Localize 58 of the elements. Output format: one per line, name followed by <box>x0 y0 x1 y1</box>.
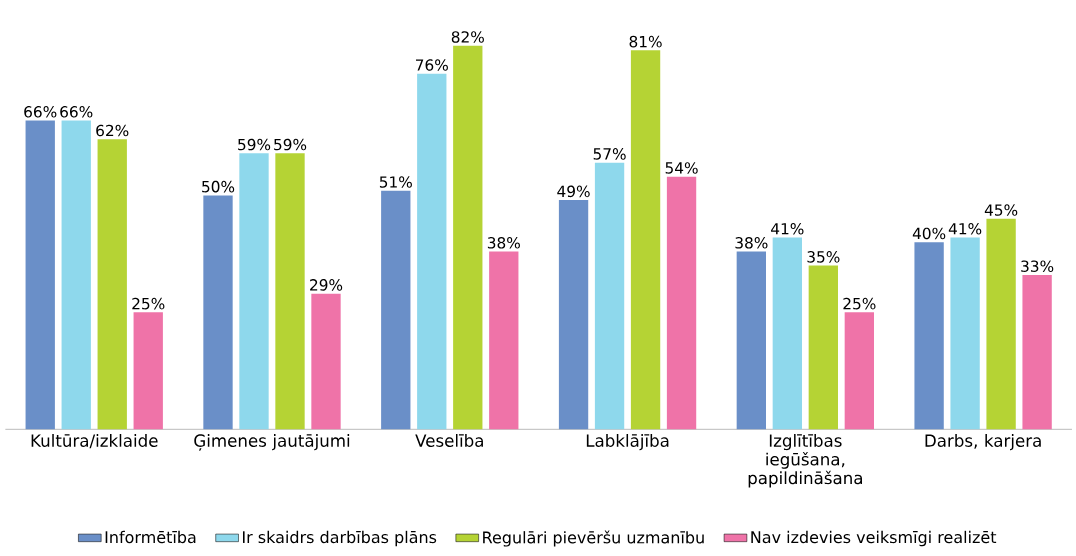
bar <box>558 200 589 430</box>
bar <box>133 312 163 430</box>
data-label: 41% <box>771 222 804 235</box>
data-label: 38% <box>735 237 768 249</box>
data-label: 62% <box>96 124 129 137</box>
data-label: 38% <box>487 237 520 249</box>
data-label: 66% <box>24 106 57 118</box>
bar <box>275 153 305 430</box>
data-label: 33% <box>1021 260 1054 272</box>
x-tick-label: Kultūra/izklaide <box>31 434 158 449</box>
bar <box>594 162 625 430</box>
data-label: 40% <box>912 227 946 240</box>
bar <box>736 251 766 430</box>
bar <box>381 190 411 430</box>
data-label: 50% <box>202 180 235 193</box>
x-tick-label: Darbs, karjera <box>925 434 1041 451</box>
bar <box>489 251 519 430</box>
data-label: 82% <box>451 31 484 43</box>
bar <box>97 139 127 430</box>
bar <box>844 312 874 430</box>
bar <box>666 176 697 430</box>
bar <box>808 265 838 430</box>
data-label: 59% <box>238 138 271 151</box>
data-label: 51% <box>379 176 412 188</box>
legend-label: Nav izdevies veiksmīgi realizēt <box>751 530 997 547</box>
data-label: 66% <box>60 106 93 118</box>
x-tick-label: Izglītības iegūšana, papildināšana <box>748 434 862 488</box>
x-tick-label: Ģimenes jautājumi <box>194 434 350 451</box>
data-label: 81% <box>629 35 662 48</box>
legend-label: Informētība <box>105 530 196 544</box>
data-label: 54% <box>665 162 698 174</box>
bar <box>1022 274 1052 430</box>
data-label: 41% <box>948 222 982 235</box>
bar <box>772 237 802 430</box>
bar <box>203 195 233 430</box>
bar <box>630 50 661 430</box>
legend-label: Regulāri pievēršu uzmanību <box>483 530 704 547</box>
bar <box>950 237 980 430</box>
data-label: 35% <box>807 251 840 263</box>
data-label: 76% <box>416 59 448 71</box>
bar <box>986 218 1016 430</box>
data-label: 59% <box>274 138 307 151</box>
bar <box>914 242 944 430</box>
bar <box>417 73 447 430</box>
x-tick-label: Veselība <box>415 434 483 447</box>
bar <box>311 293 341 430</box>
bar <box>25 120 55 430</box>
data-label: 25% <box>843 297 876 310</box>
data-label: 45% <box>984 204 1018 216</box>
data-label: 29% <box>310 279 343 291</box>
data-label: 49% <box>557 185 590 198</box>
legend-label: Ir skaidrs darbības plāns <box>243 530 437 547</box>
bar <box>453 45 483 430</box>
bar <box>61 120 91 430</box>
data-label: 25% <box>132 297 165 310</box>
data-label: 57% <box>593 148 626 160</box>
bar <box>239 153 269 430</box>
x-tick-label: Labklājība <box>586 434 669 451</box>
